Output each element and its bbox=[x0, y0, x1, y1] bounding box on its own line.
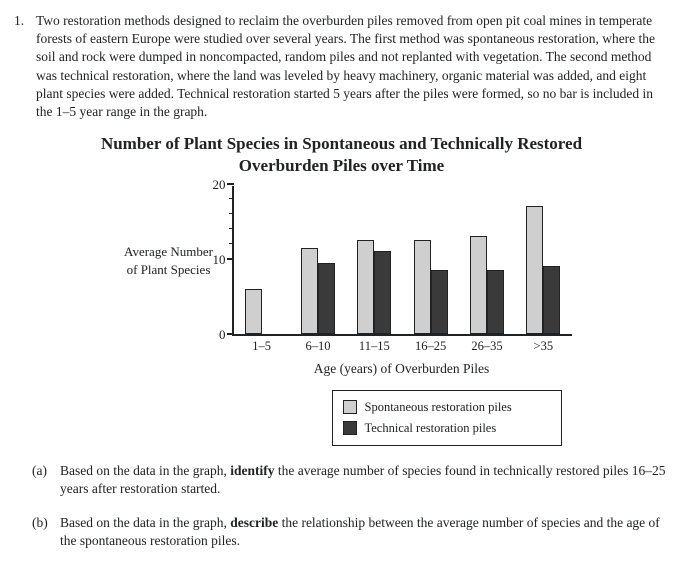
bar bbox=[357, 240, 374, 334]
bar-group: 26–35 bbox=[459, 186, 515, 334]
bar-group: 16–25 bbox=[402, 186, 458, 334]
bar bbox=[301, 248, 318, 334]
bar bbox=[414, 240, 431, 334]
legend-row: Spontaneous restoration piles bbox=[343, 397, 551, 418]
bar-group: >35 bbox=[515, 186, 571, 334]
x-category-label: 16–25 bbox=[415, 334, 446, 355]
chart-container: Average Number of Plant Species 1–56–101… bbox=[112, 186, 572, 446]
chart-bars-layer: 1–56–1011–1516–2526–35>35 bbox=[234, 186, 572, 334]
bar bbox=[245, 289, 262, 334]
subpart-a-label: (a) bbox=[32, 462, 54, 498]
y-minor-tick bbox=[229, 213, 234, 214]
subpart-a-bold: identify bbox=[230, 463, 274, 478]
chart-title-line1: Number of Plant Species in Spontaneous a… bbox=[101, 134, 582, 153]
question-prompt: Two restoration methods designed to recl… bbox=[36, 12, 669, 121]
x-category-label: >35 bbox=[534, 334, 554, 355]
bar bbox=[526, 206, 543, 334]
question-row: 1. Two restoration methods designed to r… bbox=[14, 12, 669, 121]
legend-label-spontaneous: Spontaneous restoration piles bbox=[365, 399, 512, 416]
y-tick bbox=[227, 183, 234, 185]
subpart-a-pre: Based on the data in the graph, bbox=[60, 463, 230, 478]
x-category-label: 11–15 bbox=[359, 334, 390, 355]
bar bbox=[318, 263, 335, 334]
legend-row: Technical restoration piles bbox=[343, 418, 551, 439]
x-category-label: 26–35 bbox=[471, 334, 502, 355]
bar-group: 11–15 bbox=[346, 186, 402, 334]
bar-group: 6–10 bbox=[290, 186, 346, 334]
subpart-b-text: Based on the data in the graph, describe… bbox=[60, 514, 669, 550]
y-tick-label: 10 bbox=[204, 251, 226, 269]
bar bbox=[374, 251, 391, 334]
chart-plot-area: 1–56–1011–1516–2526–35>35 01020 bbox=[232, 186, 572, 336]
bar bbox=[543, 266, 560, 334]
y-minor-tick bbox=[229, 243, 234, 244]
chart-legend: Spontaneous restoration piles Technical … bbox=[332, 390, 562, 446]
y-axis-label-line2: of Plant Species bbox=[127, 262, 211, 277]
legend-swatch-technical bbox=[343, 421, 357, 435]
bar bbox=[431, 270, 448, 334]
chart-title: Number of Plant Species in Spontaneous a… bbox=[14, 133, 669, 176]
y-minor-tick bbox=[229, 228, 234, 229]
subpart-a-text: Based on the data in the graph, identify… bbox=[60, 462, 669, 498]
y-minor-tick bbox=[229, 198, 234, 199]
y-tick bbox=[227, 258, 234, 260]
subpart-b: (b) Based on the data in the graph, desc… bbox=[14, 514, 669, 550]
x-axis-label: Age (years) of Overburden Piles bbox=[232, 360, 572, 378]
x-category-label: 1–5 bbox=[252, 334, 271, 355]
subpart-b-pre: Based on the data in the graph, bbox=[60, 515, 230, 530]
bar bbox=[470, 236, 487, 334]
bar bbox=[487, 270, 504, 334]
subpart-b-bold: describe bbox=[230, 515, 278, 530]
subpart-b-label: (b) bbox=[32, 514, 54, 550]
bar-group: 1–5 bbox=[234, 186, 290, 334]
question-number: 1. bbox=[14, 12, 32, 121]
y-tick bbox=[227, 333, 234, 335]
x-category-label: 6–10 bbox=[305, 334, 330, 355]
y-tick-label: 20 bbox=[204, 176, 226, 194]
legend-label-technical: Technical restoration piles bbox=[365, 420, 497, 437]
subpart-a: (a) Based on the data in the graph, iden… bbox=[14, 462, 669, 498]
chart-title-line2: Overburden Piles over Time bbox=[239, 156, 444, 175]
y-tick-label: 0 bbox=[204, 326, 226, 344]
y-axis-label-line1: Average Number bbox=[124, 244, 213, 259]
legend-swatch-spontaneous bbox=[343, 400, 357, 414]
